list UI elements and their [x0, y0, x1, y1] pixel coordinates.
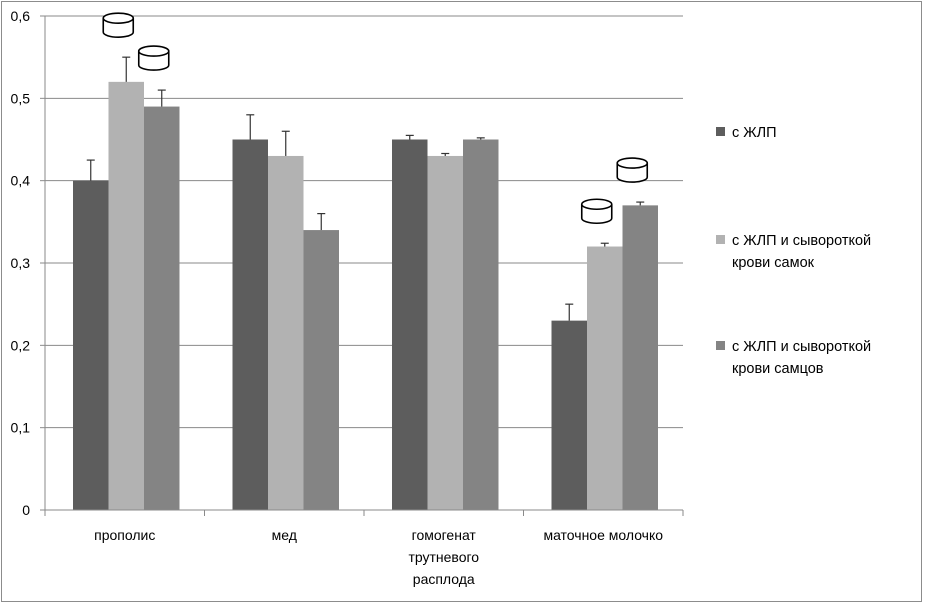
bar — [268, 155, 304, 510]
bar — [303, 230, 339, 511]
bar — [73, 180, 109, 510]
error-bars — [86, 56, 645, 321]
x-tick-label: мед — [272, 527, 297, 543]
x-tick-label: прополис — [94, 527, 155, 543]
legend: с ЖЛП с ЖЛП и сывороткой крови самок с ЖЛП … — [716, 125, 871, 377]
x-tick-label: маточное молочко — [543, 527, 663, 543]
legend-label: крови самок — [732, 255, 815, 271]
x-tick-label: гомогенат — [412, 527, 477, 543]
legend-swatch — [716, 127, 725, 136]
legend-swatch — [716, 235, 725, 244]
legend-label: с ЖЛП и сывороткой — [732, 233, 871, 249]
cylinder-icon — [137, 45, 170, 71]
y-tick-label: 0,1 — [11, 420, 31, 436]
bar — [144, 106, 180, 511]
y-tick-label: 0,4 — [11, 173, 31, 189]
cylinder-top — [580, 198, 613, 211]
bar — [427, 155, 463, 510]
y-tick-label: 0,2 — [11, 337, 31, 353]
y-tick-labels: 0 0,1 0,2 0,3 0,4 0,5 0,6 — [11, 8, 31, 518]
bars — [73, 81, 658, 511]
cylinder-icon — [580, 198, 613, 225]
x-tick-label: трутневого — [408, 549, 479, 565]
cylinder-icon — [102, 12, 135, 38]
legend-swatch — [716, 341, 725, 350]
y-tick-label: 0 — [22, 502, 30, 518]
cylinder-top — [137, 45, 170, 57]
x-tick-labels: прополис мед гомогенат трутневого расплода ма… — [94, 527, 663, 587]
cylinder-icon — [616, 157, 649, 183]
axes — [40, 15, 684, 516]
bar — [463, 139, 499, 510]
cylinder-top — [102, 12, 135, 24]
bar — [108, 81, 144, 510]
legend-label: с ЖЛП — [732, 125, 777, 141]
cylinder-top — [616, 157, 649, 169]
legend-label: крови самцов — [732, 361, 824, 377]
bar — [622, 205, 658, 510]
significance-markers — [102, 12, 649, 225]
bar — [392, 139, 428, 510]
x-tick-label: расплода — [413, 571, 475, 587]
y-tick-label: 0,5 — [11, 90, 31, 106]
bar — [587, 246, 623, 511]
legend-label: с ЖЛП и сывороткой — [732, 339, 871, 355]
bar — [551, 320, 587, 510]
y-tick-label: 0,3 — [11, 255, 31, 271]
bar — [232, 139, 268, 510]
y-tick-label: 0,6 — [11, 8, 31, 24]
